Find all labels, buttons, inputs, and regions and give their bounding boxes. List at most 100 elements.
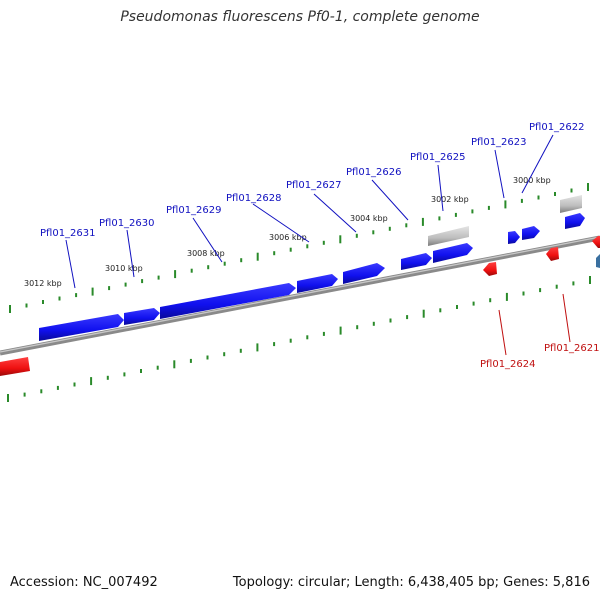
- inner-tick: [555, 284, 558, 289]
- outer-tick: [174, 270, 177, 279]
- inner-tick: [489, 298, 492, 303]
- outer-tick: [537, 195, 540, 200]
- label-pfl01-2623[interactable]: Pfl01_2623: [471, 137, 527, 148]
- label-pfl01-2627[interactable]: Pfl01_2627: [286, 180, 342, 191]
- outer-tick: [207, 265, 210, 270]
- outer-tick: [190, 268, 193, 273]
- outer-tick: [487, 205, 490, 210]
- inner-tick: [572, 281, 575, 286]
- accession-text: Accession: NC_007492: [10, 575, 158, 590]
- outer-tick: [42, 300, 44, 304]
- inner-tick: [372, 321, 375, 326]
- label-pfl01-2624[interactable]: Pfl01_2624: [480, 359, 536, 370]
- genome-summary-text: Topology: circular; Length: 6,438,405 bp…: [232, 575, 590, 590]
- inner-tick: [339, 326, 342, 335]
- outer-tick: [157, 275, 160, 280]
- inner-tick: [439, 308, 442, 313]
- tick-label-3012: 3012 kbp: [24, 279, 62, 288]
- inner-tick: [7, 394, 9, 402]
- scale-labels: 3000 kbp 3002 kbp 3004 kbp 3006 kbp 3008…: [24, 176, 551, 288]
- inner-tick: [156, 365, 159, 370]
- label-pfl01-2631[interactable]: Pfl01_2631: [40, 228, 96, 239]
- label-pfl01-2626[interactable]: Pfl01_2626: [346, 167, 402, 178]
- outer-tick: [223, 261, 226, 266]
- outer-tick: [504, 200, 507, 209]
- gene-rna-gray-2[interactable]: [560, 195, 582, 213]
- gene-pfl01-2623[interactable]: [508, 231, 520, 244]
- gene-labels: Pfl01_2622 Pfl01_2623 Pfl01_2625 Pfl01_2…: [40, 122, 600, 370]
- outer-tick: [339, 235, 342, 244]
- gene-reverse-left[interactable]: [0, 357, 30, 376]
- inner-tick: [23, 392, 26, 397]
- gene-pfl01-2625[interactable]: [433, 243, 473, 263]
- gene-pfl01-2628[interactable]: [297, 274, 338, 293]
- outer-tick: [124, 282, 127, 287]
- outer-tick: [58, 296, 61, 301]
- label-pfl01-2628[interactable]: Pfl01_2628: [226, 193, 282, 204]
- forward-genes: [39, 195, 585, 341]
- gene-pfl01-2624[interactable]: [483, 262, 497, 276]
- outer-tick: [108, 286, 111, 291]
- inner-tick: [356, 325, 359, 330]
- outer-tick-row: [9, 183, 589, 313]
- gene-pfl01-2630[interactable]: [124, 308, 160, 325]
- inner-tick: [189, 358, 192, 363]
- inner-tick: [406, 315, 409, 320]
- outer-tick: [322, 240, 325, 245]
- inner-tick: [106, 375, 109, 380]
- outer-tick: [520, 198, 523, 203]
- gene-pfl01-2621[interactable]: [546, 247, 559, 261]
- inner-tick: [123, 372, 126, 377]
- outer-tick: [289, 247, 292, 252]
- outer-tick: [75, 293, 78, 298]
- gene-pfl01-2629[interactable]: [160, 283, 296, 319]
- inner-tick: [140, 369, 142, 373]
- inner-tick: [322, 331, 325, 336]
- outer-tick: [554, 192, 556, 196]
- outer-tick: [141, 279, 144, 284]
- inner-tick: [505, 292, 508, 301]
- inner-tick: [239, 348, 242, 353]
- gene-pfl01-2622[interactable]: [565, 213, 585, 229]
- tick-label-3004: 3004 kbp: [350, 214, 388, 223]
- outer-tick: [25, 303, 28, 308]
- tick-label-3006: 3006 kbp: [269, 233, 307, 242]
- tick-label-3010: 3010 kbp: [105, 264, 143, 273]
- outer-tick: [570, 188, 573, 193]
- label-pfl01-2622[interactable]: Pfl01_2622: [529, 122, 585, 133]
- label-pfl01-2625[interactable]: Pfl01_2625: [410, 152, 466, 163]
- inner-tick: [539, 288, 542, 293]
- gene-pfl01-2622-a[interactable]: [522, 226, 540, 240]
- label-pfl01-2630[interactable]: Pfl01_2630: [99, 218, 155, 229]
- outer-tick: [306, 244, 309, 249]
- leader-lines: [65, 134, 571, 356]
- inner-tick-row: [7, 276, 591, 402]
- inner-tick: [289, 338, 292, 343]
- gene-pfl01-2626[interactable]: [401, 253, 432, 270]
- inner-tick: [73, 382, 76, 387]
- inner-tick: [472, 301, 475, 306]
- inner-tick: [306, 335, 309, 340]
- gene-pfl01-2627[interactable]: [343, 263, 385, 284]
- inner-tick: [589, 276, 591, 284]
- genome-backbone: [0, 235, 600, 356]
- outer-tick: [240, 258, 243, 263]
- map-title: Pseudomonas fluorescens Pf0-1, complete …: [120, 9, 480, 25]
- label-pfl01-2621[interactable]: Pfl01_2621: [544, 343, 600, 354]
- gene-reverse-right[interactable]: [592, 236, 600, 248]
- inner-tick: [223, 352, 226, 357]
- gene-rna-gray[interactable]: [428, 226, 469, 246]
- tick-label-3000: 3000 kbp: [513, 176, 551, 185]
- outer-tick: [372, 230, 375, 235]
- outer-tick: [273, 251, 276, 256]
- outer-tick: [388, 226, 391, 231]
- label-pfl01-2629[interactable]: Pfl01_2629: [166, 205, 222, 216]
- gene-right-edge-teal[interactable]: [596, 254, 600, 268]
- gene-pfl01-2631[interactable]: [39, 314, 124, 341]
- inner-tick: [456, 305, 458, 309]
- outer-tick: [9, 305, 11, 313]
- tick-label-3002: 3002 kbp: [431, 195, 469, 204]
- outer-tick: [471, 209, 474, 214]
- inner-tick: [522, 291, 525, 296]
